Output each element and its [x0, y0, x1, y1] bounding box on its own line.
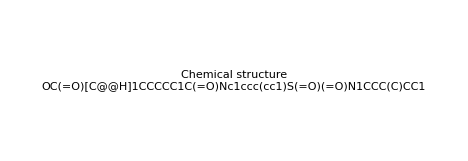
Text: Chemical structure
OC(=O)[C@@H]1CCCCC1C(=O)Nc1ccc(cc1)S(=O)(=O)N1CCC(C)CC1: Chemical structure OC(=O)[C@@H]1CCCCC1C(… — [42, 70, 426, 91]
